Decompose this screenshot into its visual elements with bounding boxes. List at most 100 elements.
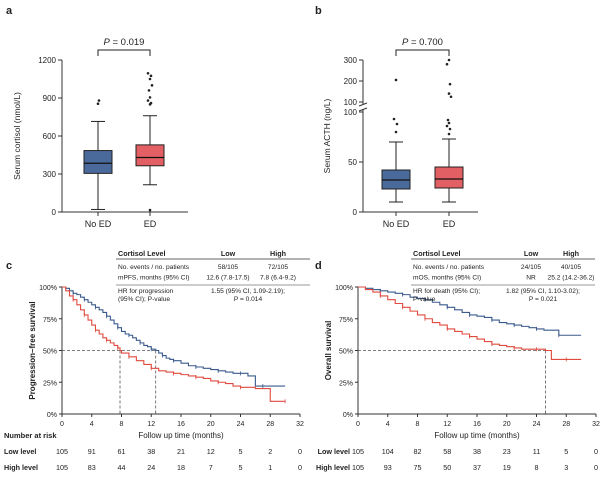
panel-d-x-tick-label: 4 xyxy=(386,421,390,428)
panel-d-stats-row-label: mOS, months (95% CI) xyxy=(413,275,481,282)
panel-a-boxplot: 0 300 600 900 1200 Serum cortisol (nmol/L) No … xyxy=(12,37,188,229)
panel-d-risk-row-label: Low level xyxy=(318,447,350,456)
panel-c-y-tick-label: 25% xyxy=(43,380,57,387)
panel-c-stats-header-low: Low xyxy=(221,249,236,258)
panel-c-y-tick-label: 100% xyxy=(39,285,57,292)
panel-d-x-tick-label: 16 xyxy=(473,421,481,428)
panel-c-risk-value: 61 xyxy=(118,447,126,456)
panel-d-risk-value: 104 xyxy=(382,447,394,456)
panel-d-curve-low xyxy=(358,286,582,336)
panel-c-risk-value: 0 xyxy=(298,447,302,456)
panel-d-risk-value: 75 xyxy=(414,463,422,472)
panel-c-risk-value: 12 xyxy=(207,447,215,456)
panel-d-risk-value: 58 xyxy=(443,447,451,456)
panel-c-risk-value: 38 xyxy=(147,447,155,456)
panel-c-risk-title: Number at risk xyxy=(4,431,57,440)
panel-c-risk-value: 2 xyxy=(268,447,272,456)
panel-c-stats-header-label: Cortisol Level xyxy=(118,249,166,258)
panel-d-y-tick-label: 100% xyxy=(335,285,353,292)
panel-d-stats-header-label: Cortisol Level xyxy=(413,249,461,258)
panel-c-label-group: c xyxy=(6,260,12,272)
panel-c-x-tick-label: 0 xyxy=(60,421,64,428)
panel-a-y-axis-label: Serum cortisol (nmol/L) xyxy=(12,92,22,180)
panel-b-y-tick-label: 100 xyxy=(344,108,358,117)
panel-c-stats-hr-label-2: (95% CI); P-value xyxy=(118,296,170,303)
panel-c-risk-value: 21 xyxy=(177,447,185,456)
panel-d-stats-row-low: NR xyxy=(526,275,536,282)
panel-d-stats-hr-label-2: P-value xyxy=(413,296,436,303)
panel-d-label: d xyxy=(315,260,322,272)
panel-b-y-tick-label: 200 xyxy=(344,77,358,86)
panel-a-y-tick-label: 900 xyxy=(43,94,57,103)
panel-d-x-tick-label: 32 xyxy=(592,421,600,428)
panel-b-p-value: P = 0.700 xyxy=(402,37,443,48)
panel-d-x-tick-label: 24 xyxy=(533,421,541,428)
panel-b-outlier-point xyxy=(395,122,399,126)
panel-b-outlier-point xyxy=(449,95,453,99)
panel-b-outlier-point xyxy=(447,92,451,95)
panel-d-risk-value: 0 xyxy=(594,463,598,472)
panel-c-risk-value: 0 xyxy=(298,463,302,472)
panel-d-km-plot: 0% 25% 50% 75% 100% 0 4 8 12 16 20 24 28 32 Follow up … xyxy=(316,249,600,472)
panel-d-risk-value: 11 xyxy=(533,447,540,456)
panel-a-outlier-point xyxy=(148,96,152,99)
panel-a-outlier-point xyxy=(150,84,154,87)
panel-a-x-tick-label: No ED xyxy=(85,219,112,229)
panel-d-x-axis-label: Follow up time (months) xyxy=(434,431,520,440)
panel-c-risk-value: 24 xyxy=(147,463,155,472)
panel-d-risk-row-label: High level xyxy=(316,463,350,472)
panel-c-x-tick-label: 12 xyxy=(147,421,155,428)
panel-c-stats-hr-value: 1.55 (95% CI, 1.09-2.19); xyxy=(211,288,285,295)
panel-c-x-axis-label: Follow up time (months) xyxy=(138,431,224,440)
panel-b-outlier-point xyxy=(446,118,450,122)
panel-a-p-value: P = 0.019 xyxy=(104,37,145,48)
panel-a-y-tick-label: 300 xyxy=(43,170,57,179)
panel-c-x-tick-label: 8 xyxy=(120,421,124,428)
panel-b-outlier-point xyxy=(394,130,398,134)
panel-a-box-ed xyxy=(135,144,165,167)
panel-b-outlier-point xyxy=(445,124,449,128)
panel-b-outlier-point xyxy=(445,62,449,66)
panel-c-risk-value: 18 xyxy=(177,463,185,472)
panel-b-y-tick-label: 50 xyxy=(348,158,357,167)
panel-c-stats-row-low: 58/105 xyxy=(218,264,239,271)
panel-d-y-tick-label: 75% xyxy=(339,317,353,324)
panel-d-risk-value: 3 xyxy=(564,463,568,472)
panel-d-stats-row-low: 24/105 xyxy=(521,264,542,271)
panel-b-label-group: b xyxy=(315,5,322,17)
panel-d-label-group: d xyxy=(315,260,322,272)
panel-c-x-tick-label: 20 xyxy=(207,421,215,428)
panel-c-stats-header-high: High xyxy=(270,249,286,258)
panel-a-outlier-point xyxy=(149,74,153,78)
panel-d-stats-row-label: No. events / no. patients xyxy=(413,264,485,271)
panel-d-stats-header-high: High xyxy=(563,249,579,258)
panel-c-curve-high xyxy=(62,286,286,402)
panel-c-risk-row-label: High level xyxy=(4,463,38,472)
panel-d-x-tick-label: 8 xyxy=(416,421,420,428)
panel-d-risk-value: 37 xyxy=(473,463,481,472)
panel-b-outlier-point xyxy=(392,117,396,121)
panel-b-box-ed xyxy=(434,166,464,189)
panel-d-risk-value: 38 xyxy=(473,447,481,456)
panel-c-label: c xyxy=(6,260,12,272)
panel-d-risk-value: 50 xyxy=(443,463,451,472)
panel-c-stats-row-label: mPFS, months (95% CI) xyxy=(118,275,189,282)
panel-b-significance-bracket xyxy=(395,49,450,56)
panel-b-outlier-point xyxy=(448,82,452,86)
panel-c-risk-value: 44 xyxy=(118,463,126,472)
panel-d-risk-value: 82 xyxy=(414,447,422,456)
panel-c-risk-value: 7 xyxy=(209,463,213,472)
panel-d-risk-value: 105 xyxy=(352,447,364,456)
panel-d-x-tick-label: 28 xyxy=(562,421,570,428)
panel-d-stats-header-low: Low xyxy=(524,249,539,258)
panel-a-y-tick-label: 600 xyxy=(43,132,57,141)
panel-d-x-tick-label: 0 xyxy=(356,421,360,428)
panel-b-axis-break-mark xyxy=(358,107,368,112)
panel-b-outlier-point xyxy=(448,127,452,131)
panel-b-axis-break-mark xyxy=(358,102,368,107)
panel-d-risk-value: 8 xyxy=(535,463,539,472)
panel-a-label: a xyxy=(6,5,13,17)
panel-c-risk-row-label: Low level xyxy=(4,447,36,456)
panel-a-y-tick-label: 1200 xyxy=(38,56,56,65)
panel-a-y-tick-label: 0 xyxy=(52,208,57,217)
